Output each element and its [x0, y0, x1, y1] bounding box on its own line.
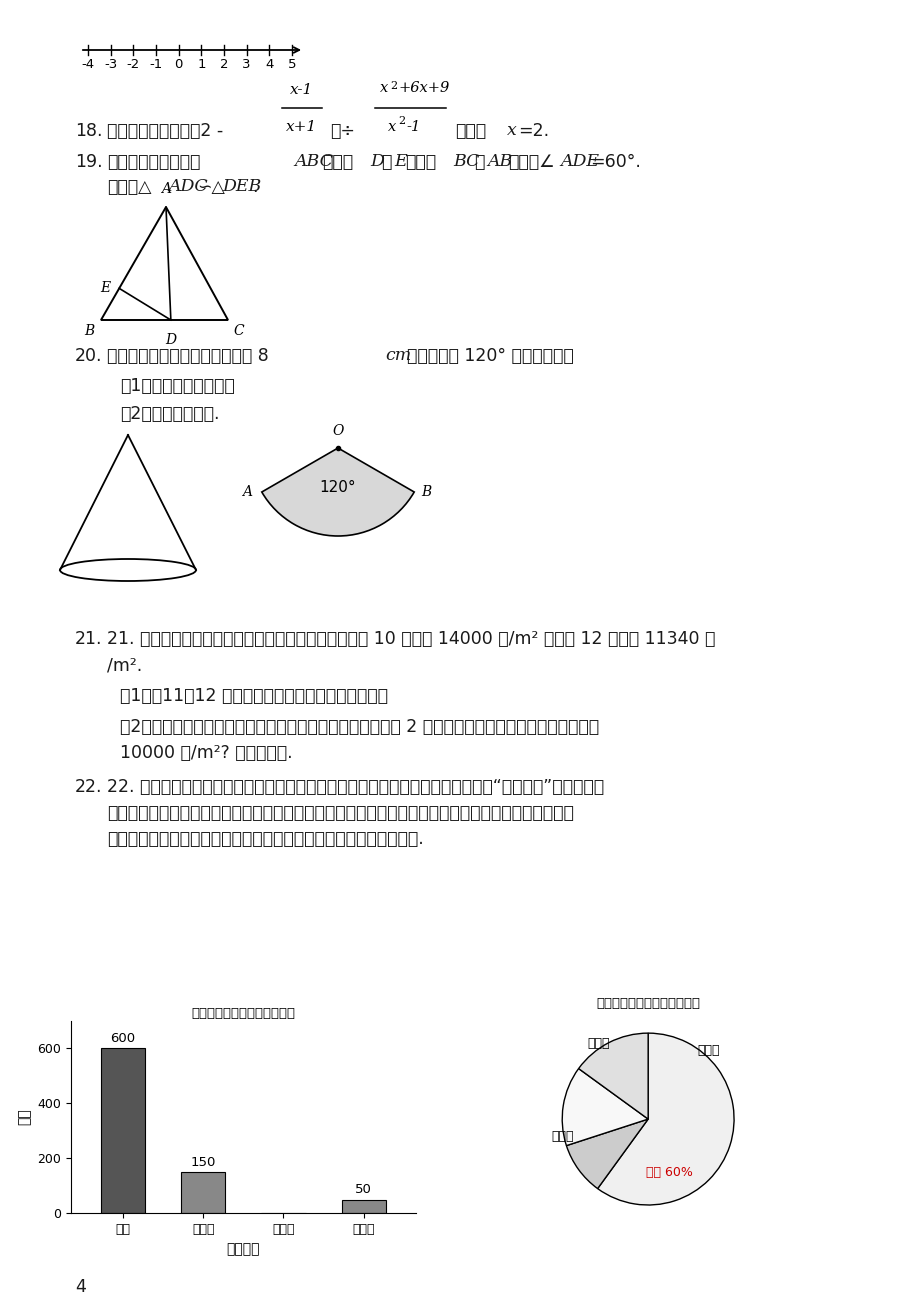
- Text: =60°.: =60°.: [589, 154, 641, 171]
- Text: D: D: [165, 333, 176, 348]
- Text: 上，且∠: 上，且∠: [507, 154, 554, 171]
- Bar: [181, 1172, 225, 1213]
- Text: x: x: [388, 120, 396, 134]
- Text: BC: BC: [452, 154, 479, 171]
- Text: 150: 150: [190, 1156, 216, 1169]
- Text: 4: 4: [265, 59, 273, 72]
- Text: 19.: 19.: [75, 154, 103, 171]
- Text: 剂少量: 剂少量: [550, 1130, 573, 1143]
- Text: 2: 2: [398, 116, 404, 126]
- Text: 菜的剩余情况，并将结果统计后绘制成了如图所示的不完整的统计图.: 菜的剩余情况，并将结果统计后绘制成了如图所示的不完整的统计图.: [107, 829, 424, 848]
- Text: ，圆心角为 120° 的扇形，求：: ，圆心角为 120° 的扇形，求：: [406, 348, 573, 365]
- Text: D: D: [369, 154, 383, 171]
- Text: 120°: 120°: [319, 480, 356, 495]
- Text: ADC: ADC: [168, 178, 208, 195]
- Text: 中，点: 中，点: [322, 154, 353, 171]
- Text: 剂大量: 剂大量: [697, 1044, 719, 1057]
- Text: （1）这次被调查的同学共有______人；: （1）这次被调查的同学共有______人；: [75, 1133, 283, 1151]
- Text: 50: 50: [355, 1184, 371, 1197]
- Text: 不剂 60%: 不剂 60%: [645, 1167, 692, 1180]
- Text: 、: 、: [473, 154, 483, 171]
- Text: 一个圆锥的侧面展开图是半径为 8: 一个圆锥的侧面展开图是半径为 8: [107, 348, 268, 365]
- Text: 2: 2: [390, 81, 397, 91]
- Text: E: E: [100, 281, 110, 296]
- Text: +6x+9: +6x+9: [398, 81, 448, 95]
- Wedge shape: [262, 448, 414, 536]
- Text: 18.: 18.: [75, 122, 102, 141]
- Text: O: O: [332, 424, 344, 437]
- Text: 3: 3: [242, 59, 251, 72]
- Title: 部分同学用餐剂余情况统计图: 部分同学用餐剂余情况统计图: [191, 1006, 295, 1019]
- Text: E: E: [393, 154, 406, 171]
- Text: -2: -2: [127, 59, 140, 72]
- Text: ABC: ABC: [294, 154, 333, 171]
- Text: 如图，在等边三角形: 如图，在等边三角形: [107, 154, 200, 171]
- Text: DEB: DEB: [221, 178, 261, 195]
- Text: （1）圆锥的底面半径；: （1）圆锥的底面半径；: [119, 378, 234, 395]
- Y-axis label: 人数: 人数: [17, 1109, 31, 1125]
- Text: 、: 、: [380, 154, 391, 171]
- Text: 剂一半: 剂一半: [587, 1038, 609, 1051]
- Text: =2.: =2.: [517, 122, 549, 141]
- Text: 4: 4: [75, 1279, 85, 1295]
- Text: /m².: /m².: [107, 658, 142, 674]
- Text: A: A: [161, 182, 171, 197]
- Text: （2）如果房价继续回落，按此降价的百分率，你预测到今年 2 月份该市的商品房成交均价是否会跌破: （2）如果房价继续回落，按此降价的百分率，你预测到今年 2 月份该市的商品房成交…: [119, 717, 598, 736]
- Text: （1）求11、12 两月平均每月降价的百分率是多少？: （1）求11、12 两月平均每月降价的百分率是多少？: [119, 687, 388, 704]
- Text: 22. 某校学生会发现同学们就餐时剩余饭菜较多，浪费严重，于是准备在校内倡导“光盘行动”，让同学们: 22. 某校学生会发现同学们就餐时剩余饭菜较多，浪费严重，于是准备在校内倡导“光…: [107, 779, 604, 796]
- Bar: [341, 1199, 385, 1213]
- Text: 求证：△: 求证：△: [107, 178, 152, 197]
- Text: ADE: ADE: [560, 154, 598, 171]
- Title: 部分同学用餐剂余情况统计图: 部分同学用餐剂余情况统计图: [596, 997, 699, 1010]
- Text: 20.: 20.: [75, 348, 102, 365]
- Text: .: .: [252, 178, 257, 197]
- Text: -4: -4: [82, 59, 95, 72]
- Text: -1: -1: [405, 120, 420, 134]
- Text: -3: -3: [104, 59, 117, 72]
- Wedge shape: [566, 1120, 647, 1189]
- Text: x: x: [380, 81, 388, 95]
- Text: 先化简，再求值：（2 -: 先化简，再求值：（2 -: [107, 122, 223, 141]
- Wedge shape: [562, 1069, 647, 1146]
- Text: cm: cm: [384, 348, 411, 365]
- Text: A: A: [242, 486, 252, 499]
- Text: x: x: [506, 122, 516, 139]
- Text: 1: 1: [197, 59, 205, 72]
- Text: -1: -1: [149, 59, 163, 72]
- Text: 0: 0: [175, 59, 183, 72]
- Text: 21.: 21.: [75, 630, 102, 648]
- Text: ，其中: ，其中: [455, 122, 485, 141]
- Text: B: B: [421, 486, 431, 499]
- Wedge shape: [597, 1034, 733, 1204]
- Text: x+1: x+1: [286, 120, 317, 134]
- Text: ）÷: ）÷: [330, 122, 355, 141]
- Text: 2: 2: [220, 59, 228, 72]
- Text: 10000 元/m²? 请说明理由.: 10000 元/m²? 请说明理由.: [119, 743, 292, 762]
- Text: ∽△: ∽△: [197, 178, 224, 197]
- Text: 5: 5: [288, 59, 296, 72]
- Text: 600: 600: [110, 1032, 135, 1046]
- Text: x-1: x-1: [290, 83, 313, 98]
- Text: 22.: 22.: [75, 779, 102, 796]
- Text: B: B: [84, 324, 94, 339]
- Wedge shape: [578, 1034, 648, 1120]
- Text: 21. 在国家的宏观调控下，某市的商品房成交价由去年 10 月份的 14000 元/m² 下降到 12 月份的 11340 元: 21. 在国家的宏观调控下，某市的商品房成交价由去年 10 月份的 14000 …: [107, 630, 715, 648]
- Text: 珍惜粮食，为了让同学们理解这次活动的重要性，校学生会在某天午餐后，随机调查了部分同学这餐饭: 珍惜粮食，为了让同学们理解这次活动的重要性，校学生会在某天午餐后，随机调查了部分…: [107, 805, 573, 822]
- Text: AB: AB: [486, 154, 512, 171]
- Text: 分别在: 分别在: [404, 154, 436, 171]
- Bar: [101, 1048, 145, 1213]
- Text: C: C: [233, 324, 244, 339]
- Text: （2）圆锥的全面积.: （2）圆锥的全面积.: [119, 405, 220, 423]
- X-axis label: 餐余情况: 餐余情况: [226, 1242, 260, 1255]
